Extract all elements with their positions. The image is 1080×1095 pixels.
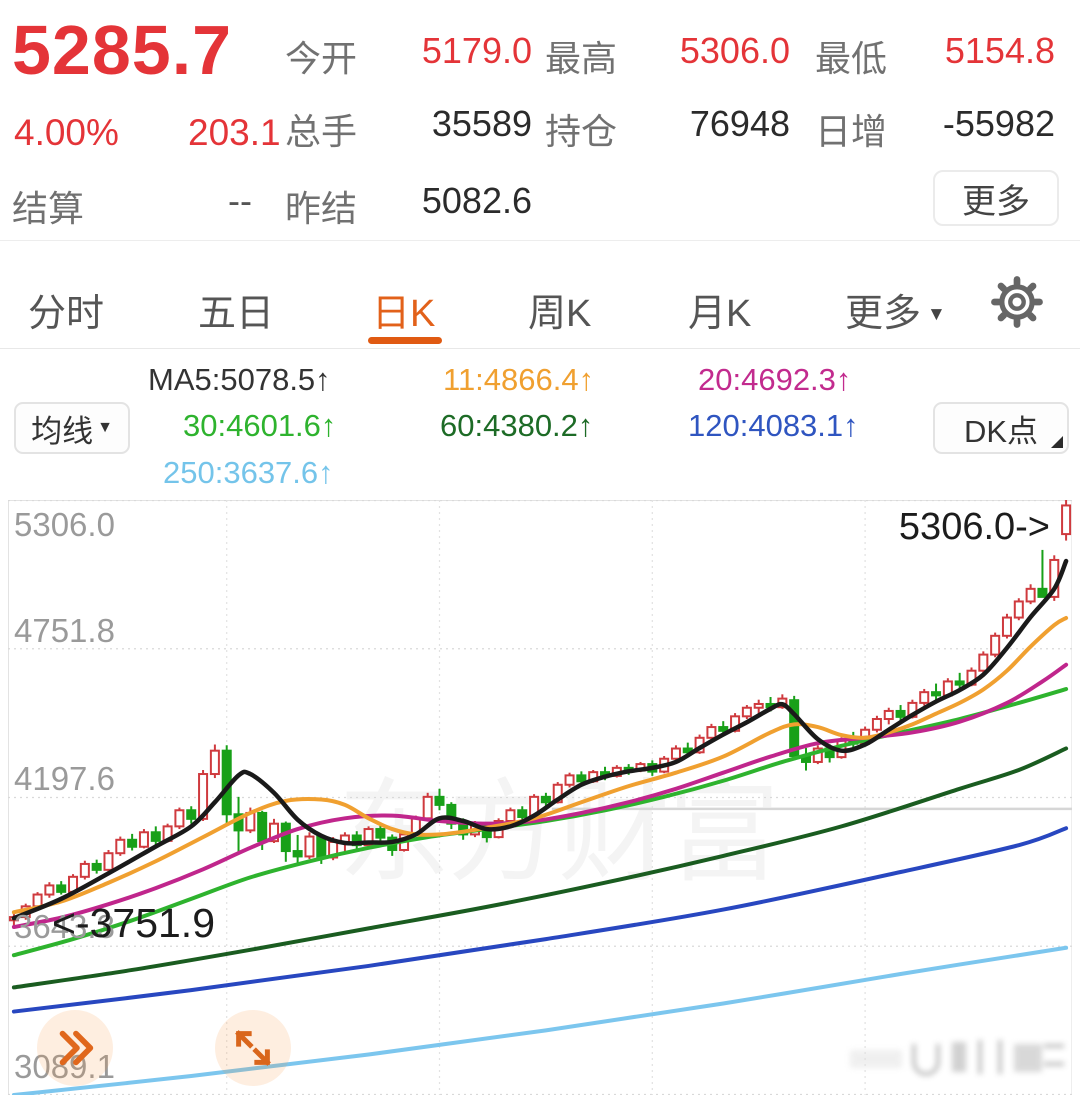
open-interest-label: 持仓 (545, 111, 618, 152)
settle-label: 结算 (12, 188, 85, 229)
open-value: 5179.0 (421, 30, 532, 71)
active-tab-underline (368, 337, 442, 344)
collapse-panel-button[interactable] (37, 1010, 113, 1086)
ma-settings-button[interactable]: 均线 ▼ (14, 402, 130, 454)
tabbar-divider (0, 348, 1080, 349)
indicator-ma120: 120:4083.1↑ (688, 408, 859, 443)
tab-minute[interactable]: 分时 (28, 293, 105, 335)
kline-chart[interactable] (8, 500, 1072, 1095)
corner-triangle-icon (1051, 436, 1063, 448)
indicator-ma250: 250:3637.6↑ (163, 455, 334, 490)
oi-change-value: -55982 (942, 103, 1055, 144)
ytick-5306: 5306.0 (14, 506, 115, 543)
expand-arrows-icon (235, 1030, 271, 1066)
ytick-4197-6: 4197.6 (14, 760, 115, 797)
tab-five-day[interactable]: 五日 (198, 293, 275, 335)
indicator-ma60: 60:4380.2↑ (440, 408, 594, 443)
oi-change-label: 日增 (815, 111, 888, 152)
high-price-annotation: 5306.0-> (898, 506, 1050, 548)
double-chevron-right-icon (59, 1030, 94, 1066)
prev-settle-value: 5082.6 (421, 180, 532, 221)
tab-weekly-k[interactable]: 周K (528, 293, 592, 335)
volume-value: 35589 (431, 103, 532, 144)
change-percent: 4.00% (14, 112, 119, 153)
gear-icon (991, 276, 1043, 328)
low-value: 5154.8 (944, 30, 1055, 71)
open-interest-value: 76948 (689, 103, 790, 144)
low-label: 最低 (815, 38, 888, 79)
indicator-ma11: 11:4866.4↑ (443, 362, 595, 397)
open-label: 今开 (285, 38, 358, 79)
ma-settings-label: 均线 (31, 413, 94, 449)
chart-top-border (8, 500, 1072, 501)
dk-point-label: DK点 (963, 413, 1039, 449)
tab-daily-k[interactable]: 日K (372, 293, 436, 335)
ytick-3643-3: 3643.3 (14, 908, 115, 945)
volume-label: 总手 (285, 111, 358, 152)
settings-button[interactable] (991, 276, 1043, 333)
change-value: 203.1 (188, 112, 281, 153)
high-label: 最高 (545, 38, 618, 79)
ytick-4751-8: 4751.8 (14, 612, 115, 649)
prev-settle-label: 昨结 (285, 188, 358, 229)
indicator-ma5: MA5:5078.5↑ (148, 362, 331, 397)
indicator-ma20: 20:4692.3↑ (698, 362, 852, 397)
header-divider (0, 240, 1080, 241)
high-value: 5306.0 (679, 30, 790, 71)
chevron-down-icon: ▼ (97, 419, 113, 436)
more-button[interactable]: 更多 (933, 170, 1059, 226)
low-price-annotation: <-3751.9 (52, 900, 215, 946)
dk-point-button[interactable]: DK点 (933, 402, 1069, 454)
tab-more[interactable]: 更多 ▼ (845, 282, 946, 337)
chevron-down-icon: ▼ (927, 304, 946, 325)
settle-value: -- (228, 180, 252, 221)
last-price: 5285.7 (12, 11, 233, 89)
blurred-logo-smudge (850, 1040, 1064, 1076)
tab-monthly-k[interactable]: 月K (688, 293, 752, 335)
fullscreen-button[interactable] (215, 1010, 291, 1086)
indicator-ma30: 30:4601.6↑ (183, 408, 337, 443)
tab-more-label: 更多 (845, 293, 922, 335)
ytick-3089-1: 3089.1 (14, 1048, 115, 1085)
